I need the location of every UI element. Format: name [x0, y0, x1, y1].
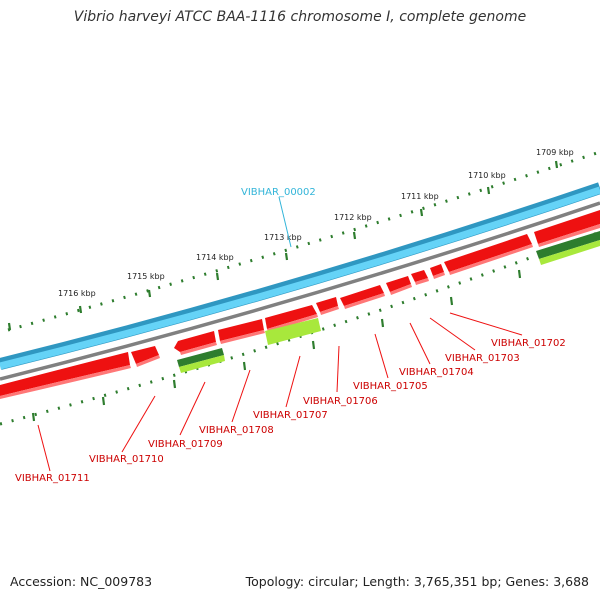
tick-label: 1713 kbp — [264, 233, 302, 242]
gene-label: VIBHAR_01710 — [89, 454, 164, 465]
pseudogene-leader — [278, 196, 292, 248]
rna-right-light — [539, 240, 600, 265]
tick-label: 1710 kbp — [468, 171, 506, 180]
cds-vibhar-01702c — [444, 234, 532, 272]
gene-label: VIBHAR_01706 — [303, 396, 378, 407]
cds-features — [0, 210, 600, 399]
cds-vibhar-01707 — [218, 319, 264, 341]
cds-vibhar-01708 — [174, 331, 216, 352]
tick-label: 1711 kbp — [401, 192, 439, 201]
tick-label: 1715 kbp — [127, 272, 165, 281]
gene-label: VIBHAR_01703 — [445, 353, 520, 364]
map-title: Vibrio harveyi ATCC BAA-1116 chromosome … — [73, 9, 527, 25]
gene-label: VIBHAR_01708 — [199, 425, 274, 436]
gene-label: VIBHAR_01709 — [148, 439, 223, 450]
major-ticks-outer — [7, 160, 559, 331]
rrna-vibhar-01707 — [265, 318, 321, 345]
gene-label: VIBHAR_01702 — [491, 338, 566, 349]
cds-vibhar-01710 — [131, 346, 159, 364]
cds-vibhar-01702a — [411, 270, 428, 282]
cds-right — [534, 210, 600, 244]
gene-label: VIBHAR_01707 — [253, 410, 328, 421]
pseudogene-label: VIBHAR_00002 — [241, 187, 316, 198]
trna-vibhar-01709-light — [179, 355, 225, 373]
cds-vibhar-01705 — [316, 297, 338, 312]
accession-text: Accession: NC_009783 — [10, 574, 153, 589]
tick-label: 1712 kbp — [334, 213, 372, 222]
genome-stats-text: Topology: circular; Length: 3,765,351 bp… — [245, 574, 589, 589]
gene-label: VIBHAR_01704 — [399, 367, 474, 378]
major-ticks-inner — [31, 269, 522, 422]
tick-label: 1714 kbp — [196, 253, 234, 262]
backbone-ring — [0, 201, 600, 381]
rna-features — [177, 231, 600, 373]
cds-vibhar-01704 — [340, 285, 384, 306]
gene-leaders — [37, 312, 523, 472]
tick-label: 1709 kbp — [536, 148, 574, 157]
cds-vibhar-01711 — [0, 352, 130, 396]
cds-vibhar-01702b — [430, 264, 444, 276]
rna-right-dark — [536, 231, 600, 259]
tick-ring-outer — [7, 150, 600, 332]
tick-label: 1716 kbp — [58, 289, 96, 298]
gene-label: VIBHAR_01711 — [15, 473, 90, 484]
cds-vibhar-01706 — [265, 305, 317, 329]
trna-vibhar-01709-dark — [177, 348, 224, 367]
gene-label: VIBHAR_01705 — [353, 381, 428, 392]
pseudogene-ring-inner — [0, 186, 600, 370]
cds-vibhar-01703 — [386, 276, 411, 292]
